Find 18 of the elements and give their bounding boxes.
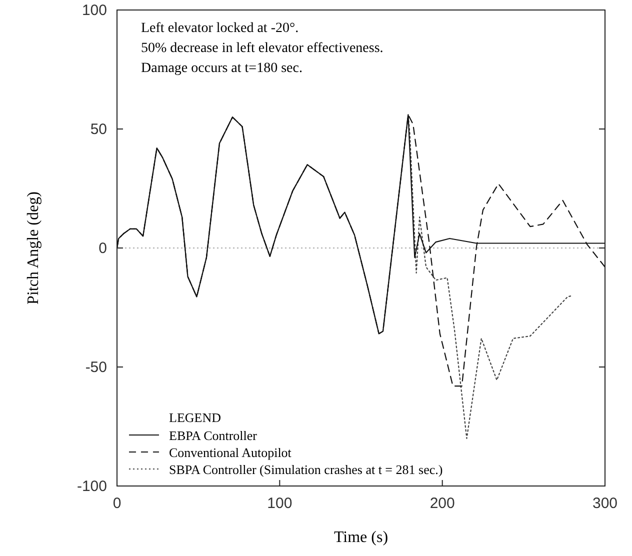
annotation: 50% decrease in left elevator effectiveness. <box>141 41 384 56</box>
annotation: Left elevator locked at -20°. <box>141 21 299 36</box>
x-axis-title: Time (s) <box>334 529 388 546</box>
y-axis-title: Pitch Angle (deg) <box>25 192 42 304</box>
y-tick-label: 100 <box>82 2 107 19</box>
y-tick-label: -100 <box>76 478 107 495</box>
x-tick-label: 300 <box>592 495 618 512</box>
x-tick-label: 0 <box>112 495 122 512</box>
y-tick-label: 0 <box>98 240 107 257</box>
legend-label: EBPA Controller <box>169 428 258 443</box>
legend-label: Conventional Autopilot <box>169 445 292 460</box>
x-tick-label: 100 <box>267 495 292 512</box>
y-tick-label: -50 <box>85 359 107 376</box>
legend-title: LEGEND <box>169 410 221 425</box>
x-tick-label: 200 <box>430 495 455 512</box>
y-tick-label: 50 <box>90 121 107 138</box>
legend-label: SBPA Controller (Simulation crashes at t = 281 sec.) <box>169 462 443 477</box>
annotation: Damage occurs at t=180 sec. <box>141 61 302 76</box>
